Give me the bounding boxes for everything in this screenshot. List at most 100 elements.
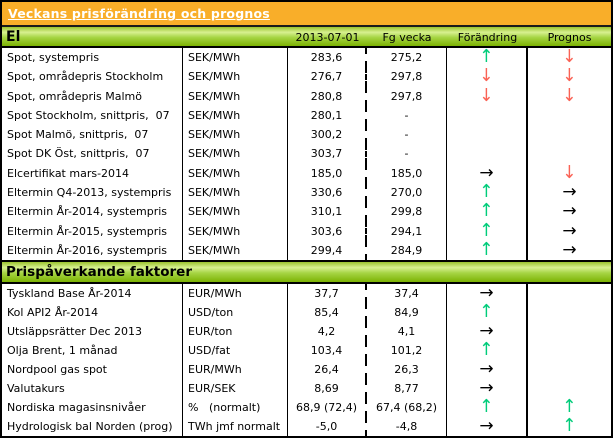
forecast-cell: ↓ xyxy=(528,164,611,183)
previous-value: 299,8 xyxy=(367,202,447,222)
change-cell: ↑ xyxy=(447,303,528,322)
change-cell: ↓ xyxy=(447,86,528,106)
up-arrow-icon: ↑ xyxy=(479,202,494,222)
change-cell: → xyxy=(447,379,528,398)
table-row: Valutakurs EUR/SEK 8,69 8,77 → xyxy=(2,379,611,398)
forecast-cell: ↓ xyxy=(528,48,611,67)
row-label: Kol API2 År-2014 xyxy=(2,303,183,322)
up-arrow-icon: ↑ xyxy=(479,341,494,360)
right-arrow-icon: → xyxy=(562,182,577,202)
up-arrow-icon: ↑ xyxy=(479,303,494,322)
row-unit: TWh jmf normalt xyxy=(183,417,288,436)
previous-value: 8,77 xyxy=(367,379,447,398)
row-unit: SEK/MWh xyxy=(183,144,288,164)
previous-value: 297,8 xyxy=(367,86,447,106)
up-arrow-icon: ↑ xyxy=(479,240,494,260)
previous-value: - xyxy=(367,144,447,164)
row-unit: EUR/MWh xyxy=(183,284,288,303)
row-unit: EUR/SEK xyxy=(183,379,288,398)
row-label: Eltermin År-2015, systempris xyxy=(2,221,183,241)
current-value: 8,69 xyxy=(288,379,367,398)
electricity-rows: Spot, systempris SEK/MWh 283,6 275,2 ↑ ↓ Spot,… xyxy=(2,48,611,260)
forecast-cell: → xyxy=(528,183,611,202)
current-value: 85,4 xyxy=(288,303,367,322)
price-factor-rows: Tyskland Base År-2014 EUR/MWh 37,7 37,4 → Kol… xyxy=(2,284,611,436)
forecast-cell: ↑ xyxy=(528,398,611,417)
row-label: Elcertifikat mars-2014 xyxy=(2,163,183,183)
current-value: 280,1 xyxy=(288,105,367,126)
current-value: 303,7 xyxy=(288,144,367,164)
change-cell: ↑ xyxy=(447,398,528,417)
forecast-cell xyxy=(528,303,611,322)
table-row: Kol API2 År-2014 USD/ton 85,4 84,9 ↑ xyxy=(2,303,611,322)
current-value: 68,9 (72,4) xyxy=(288,398,367,417)
row-label: Spot, områdepris Stockholm xyxy=(2,67,183,87)
row-unit: SEK/MWh xyxy=(183,86,288,106)
right-arrow-icon: → xyxy=(479,360,494,379)
right-arrow-icon: → xyxy=(479,322,494,341)
row-label: Eltermin År-2014, systempris xyxy=(2,202,183,222)
up-arrow-icon: ↑ xyxy=(479,48,494,68)
row-label: Tyskland Base År-2014 xyxy=(2,284,183,303)
current-value: 4,2 xyxy=(288,322,367,341)
previous-value: 67,4 (68,2) xyxy=(367,398,447,417)
change-cell: ↑ xyxy=(447,221,528,241)
previous-value: -4,8 xyxy=(367,417,447,436)
right-arrow-icon: → xyxy=(479,163,494,183)
previous-value: 26,3 xyxy=(367,360,447,379)
row-label: Spot Malmö, snittpris, 07 xyxy=(2,125,183,145)
forecast-cell xyxy=(528,144,611,163)
current-value: 310,1 xyxy=(288,202,367,222)
previous-value: 297,8 xyxy=(367,67,447,87)
table-row: Eltermin År-2015, systempris SEK/MWh 303,6… xyxy=(2,221,611,241)
row-unit: SEK/MWh xyxy=(183,125,288,145)
column-header-date: 2013-07-01 xyxy=(295,31,360,44)
down-arrow-icon: ↓ xyxy=(562,163,577,183)
table-row: Spot Stockholm, snittpris, 07 SEK/MWh 280,… xyxy=(2,105,611,126)
current-value: 276,7 xyxy=(288,67,367,87)
right-arrow-icon: → xyxy=(479,417,494,436)
forecast-cell: → xyxy=(528,202,611,221)
previous-value: 37,4 xyxy=(367,284,447,303)
right-arrow-icon: → xyxy=(562,202,577,222)
current-value: 280,8 xyxy=(288,86,367,106)
down-arrow-icon: ↓ xyxy=(479,86,494,106)
row-label: Nordiska magasinsnivåer xyxy=(2,398,183,417)
row-label: Spot, systempris xyxy=(2,48,183,68)
current-value: 26,4 xyxy=(288,360,367,379)
table-row: Nordiska magasinsnivåer% (normalt) 68,9 (… xyxy=(2,398,611,417)
row-unit: SEK/MWh xyxy=(183,163,288,183)
right-arrow-icon: → xyxy=(562,240,577,260)
row-label: Nordpool gas spot xyxy=(2,360,183,379)
current-value: 300,2 xyxy=(288,125,367,145)
forecast-cell: ↓ xyxy=(528,67,611,86)
previous-value: 4,1 xyxy=(367,322,447,341)
change-cell xyxy=(447,105,528,126)
forecast-cell xyxy=(528,284,611,303)
current-value: 330,6 xyxy=(288,182,367,203)
forecast-cell xyxy=(528,125,611,144)
up-arrow-icon: ↑ xyxy=(479,221,494,241)
previous-value: 270,0 xyxy=(367,182,447,203)
row-unit: EUR/MWh xyxy=(183,360,288,379)
previous-value: 84,9 xyxy=(367,303,447,322)
section-header-factors: Prispåverkande faktorer xyxy=(2,260,611,284)
row-unit: SEK/MWh xyxy=(183,67,288,87)
previous-value: 275,2 xyxy=(367,48,447,68)
row-unit: SEK/MWh xyxy=(183,182,288,203)
table-row: Spot Malmö, snittpris, 07 SEK/MWh 300,2- xyxy=(2,125,611,145)
change-cell: ↑ xyxy=(447,48,528,68)
forecast-cell: → xyxy=(528,221,611,240)
row-label: Eltermin Q4-2013, systempris xyxy=(2,182,183,203)
change-cell: ↑ xyxy=(447,202,528,222)
forecast-cell xyxy=(528,379,611,398)
table-title-bar: Veckans prisförändring och prognos xyxy=(2,2,611,27)
forecast-cell xyxy=(528,322,611,341)
change-cell: → xyxy=(447,163,528,183)
down-arrow-icon: ↓ xyxy=(562,86,577,106)
table-row: Spot, systempris SEK/MWh 283,6 275,2 ↑ ↓ xyxy=(2,48,611,68)
change-cell: ↑ xyxy=(447,182,528,203)
row-unit: USD/ton xyxy=(183,303,288,322)
column-header-change: Förändring xyxy=(457,31,518,44)
row-unit: SEK/MWh xyxy=(183,105,288,126)
